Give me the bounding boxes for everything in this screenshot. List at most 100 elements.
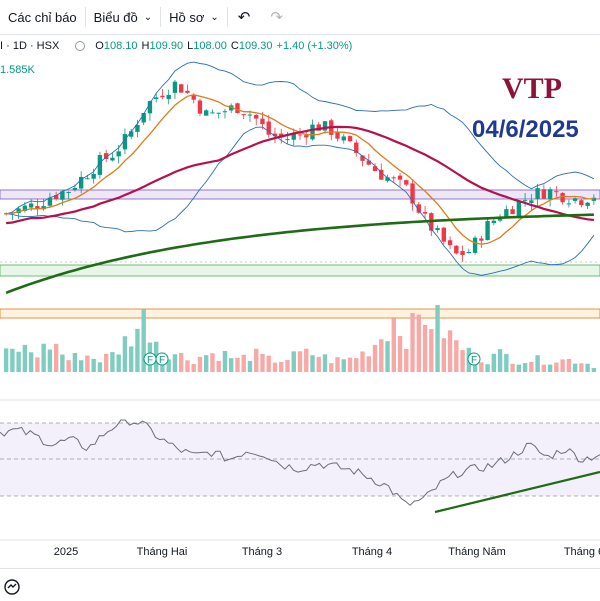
candle-body <box>266 121 271 135</box>
visibility-dot-icon[interactable] <box>75 41 86 51</box>
volume-bar <box>10 348 15 372</box>
candle-body <box>60 191 65 200</box>
volume-bar <box>3 348 9 372</box>
candle-body <box>22 205 28 211</box>
candle-body <box>397 175 403 180</box>
volume-bar <box>579 363 584 372</box>
change-value: +1.40 (+1.30%) <box>276 40 353 52</box>
volume-bar <box>210 353 215 372</box>
volume-bar <box>541 364 547 372</box>
chevron-down-icon: ⌄ <box>210 11 219 23</box>
volume-bar <box>172 354 178 372</box>
volume-bar <box>91 358 96 372</box>
candle-body <box>391 177 396 179</box>
candle-body <box>404 180 409 185</box>
volume-bar <box>304 348 309 372</box>
volume-bar <box>179 353 184 372</box>
volume-bar <box>85 355 90 372</box>
candle-body <box>322 121 328 131</box>
close-value: 109.30 <box>238 40 273 52</box>
candle-body <box>116 151 121 157</box>
volume-bar <box>247 360 253 372</box>
volume-bar <box>572 363 578 372</box>
candle-body <box>141 112 146 123</box>
volume-value: 1.585K <box>0 64 35 76</box>
ticker-overlay: VTP <box>502 72 562 105</box>
candle-body <box>53 195 59 199</box>
chart-type-button[interactable]: Biểu đồ ⌄ <box>86 0 160 34</box>
indicators-button[interactable]: Các chỉ báo <box>0 0 85 34</box>
volume-bar <box>254 348 259 372</box>
candle-body <box>485 221 490 241</box>
candle-body <box>497 218 503 221</box>
volume-bar <box>197 356 203 372</box>
volume-bar <box>485 364 490 372</box>
f-badge-icon <box>155 352 169 366</box>
volume-bar <box>191 364 196 372</box>
volume-bar <box>479 362 484 372</box>
candle-body <box>441 227 446 242</box>
candle-body <box>135 125 140 132</box>
f-badge-label: F <box>147 355 153 366</box>
volume-bar <box>435 305 440 372</box>
volume-bar <box>335 357 340 372</box>
bollinger-upper-line <box>5 61 595 215</box>
volume-bar <box>385 341 390 372</box>
redo-icon[interactable]: ↷ <box>270 9 283 26</box>
volume-bar <box>47 349 53 372</box>
candle-body <box>510 209 515 215</box>
candle-body <box>154 97 159 100</box>
volume-bar <box>416 314 421 372</box>
candle-body <box>241 114 246 116</box>
candle-body <box>197 100 203 114</box>
volume-bar <box>266 355 271 372</box>
volume-bar <box>329 363 334 372</box>
toolbar-divider <box>84 7 86 27</box>
candle-body <box>416 204 421 213</box>
candle-body <box>560 193 565 203</box>
volume-bar <box>216 360 221 372</box>
candle-body <box>204 110 209 116</box>
f-badge-label: F <box>471 355 477 366</box>
volume-bar <box>116 354 121 372</box>
candle-body <box>572 198 578 201</box>
volume-bar <box>128 346 134 372</box>
time-axis[interactable]: 2025 Tháng Hai Tháng 3 Tháng 4 Tháng Năm… <box>0 540 600 562</box>
candle-body <box>347 136 353 142</box>
volume-bar <box>372 344 378 372</box>
volume-bar <box>272 362 278 372</box>
volume-bar <box>103 353 109 372</box>
candle-body <box>366 160 371 165</box>
candle-body <box>97 155 103 175</box>
volume-bar <box>504 354 509 372</box>
candle-body <box>579 200 584 205</box>
volume-bar <box>16 351 21 372</box>
volume-bar <box>322 354 328 372</box>
candle-body <box>504 209 509 218</box>
volume-bar <box>222 350 228 372</box>
volume-bar <box>522 363 528 372</box>
candle-body <box>379 169 384 180</box>
candle-body <box>547 189 553 200</box>
toolbar-divider <box>160 7 162 27</box>
support-zone-lower <box>0 308 600 319</box>
volume-bar <box>366 356 371 372</box>
toolbar-divider <box>226 7 228 27</box>
volume-bar <box>429 329 434 372</box>
candle-body <box>291 134 296 140</box>
volume-bar <box>135 328 140 372</box>
x-tick-label: Tháng Năm <box>448 546 506 558</box>
candle-body <box>78 176 84 189</box>
candle-body <box>247 114 253 116</box>
volume-bar <box>566 358 572 372</box>
ma-long-line <box>5 213 594 295</box>
candle-body <box>28 203 34 208</box>
volume-bar <box>360 351 365 372</box>
candle-body <box>472 237 478 253</box>
profile-button[interactable]: Hồ sơ ⌄ <box>161 0 227 34</box>
rsi-line <box>0 419 600 506</box>
candle-body <box>166 94 171 100</box>
undo-icon[interactable]: ↶ <box>237 9 251 26</box>
high-label: H <box>141 40 150 52</box>
